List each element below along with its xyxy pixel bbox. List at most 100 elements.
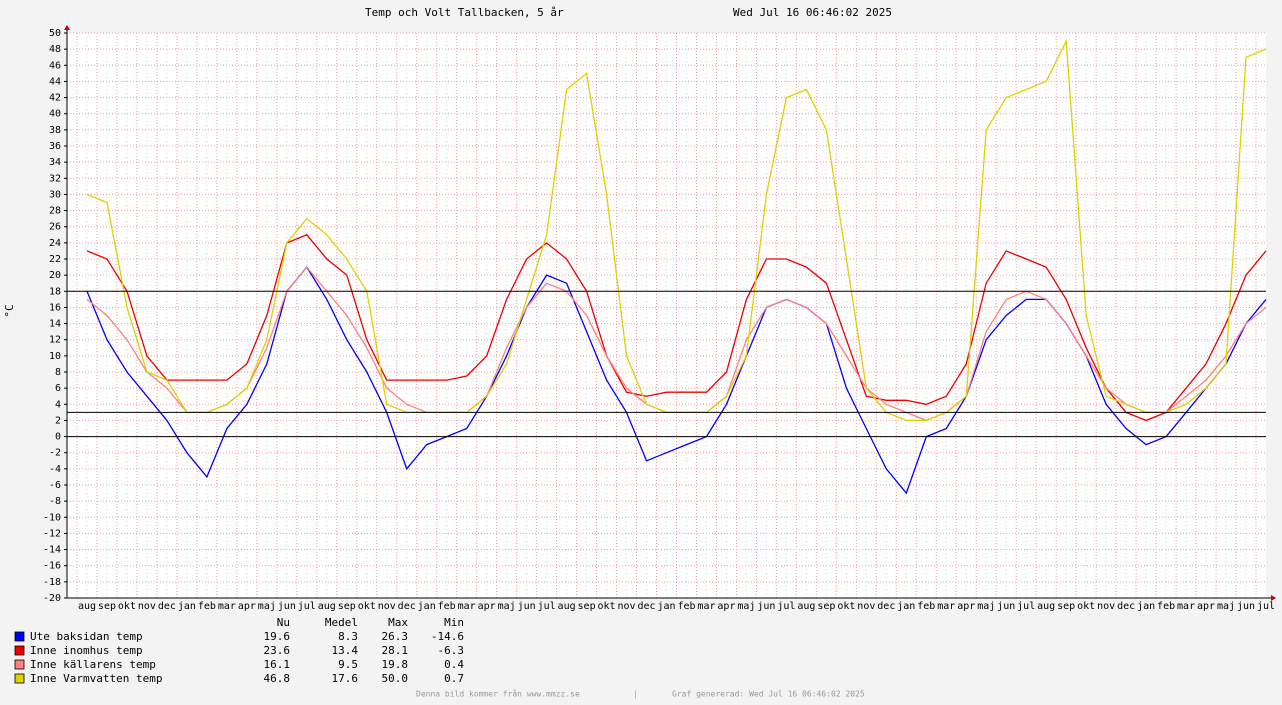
y-tick-label: 40 — [49, 109, 61, 120]
x-tick-label: dec — [398, 601, 416, 612]
footer-text: | — [633, 690, 638, 699]
legend-value: 17.6 — [332, 672, 359, 685]
y-tick-label: 2 — [55, 415, 61, 426]
grid — [66, 32, 1266, 599]
legend-swatch — [14, 631, 25, 642]
y-tick-label: 42 — [49, 93, 61, 104]
x-tick-label: sep — [338, 601, 356, 612]
x-tick-label: nov — [138, 601, 156, 612]
chart-date: Wed Jul 16 06:46:02 2025 — [733, 6, 892, 19]
y-tick-label: -6 — [49, 480, 61, 491]
x-tick-label: dec — [637, 601, 655, 612]
y-tick-label: 32 — [49, 173, 61, 184]
x-tick-label: apr — [1197, 601, 1215, 612]
y-tick-label: -8 — [49, 496, 61, 507]
legend-value: 19.8 — [382, 658, 409, 671]
y-tick-label: 14 — [49, 319, 61, 330]
y-tick-label: 48 — [49, 44, 61, 55]
y-tick-label: -16 — [43, 561, 61, 572]
x-tick-label: jul — [298, 601, 316, 612]
legend: Nu Medel Max Min Ute baksidan temp 19.6 8.3 26.… — [14, 616, 865, 699]
y-tick-label: 18 — [49, 286, 61, 297]
legend-header: Min — [444, 616, 464, 629]
x-tick-label: jan — [178, 601, 196, 612]
x-tick-label: okt — [598, 601, 616, 612]
y-axis-label: °C — [3, 304, 16, 317]
y-tick-label: 20 — [49, 270, 61, 281]
legend-value: 26.3 — [382, 630, 409, 643]
x-tick-label: maj — [737, 601, 755, 612]
x-tick-label: nov — [857, 601, 875, 612]
y-tick-label: 26 — [49, 222, 61, 233]
y-tick-label: 36 — [49, 141, 61, 152]
x-tick-label: nov — [1097, 601, 1115, 612]
y-tick-label: -4 — [49, 464, 61, 475]
legend-value: 19.6 — [264, 630, 291, 643]
x-tick-label: mar — [937, 601, 955, 612]
legend-header: Max — [388, 616, 408, 629]
legend-value: 9.5 — [338, 658, 358, 671]
legend-value: 23.6 — [264, 644, 291, 657]
x-tick-label: okt — [118, 601, 136, 612]
x-tick-label: jul — [777, 601, 795, 612]
legend-label: Inne Varmvatten temp — [30, 672, 162, 685]
legend-swatch — [14, 659, 25, 670]
series-line — [86, 234, 1267, 422]
y-tick-label: -18 — [43, 577, 61, 588]
y-tick-label: 24 — [49, 238, 61, 249]
legend-swatch — [14, 673, 25, 684]
x-tick-label: aug — [318, 601, 336, 612]
legend-value: 8.3 — [338, 630, 358, 643]
y-tick-label: 22 — [49, 254, 61, 265]
x-axis-arrow — [1271, 595, 1276, 601]
x-tick-label: aug — [1037, 601, 1055, 612]
legend-value: -6.3 — [438, 644, 465, 657]
legend-swatch — [14, 645, 25, 656]
y-tick-label: -10 — [43, 512, 61, 523]
legend-label: Inne inomhus temp — [30, 644, 143, 657]
y-axis-arrow — [64, 25, 70, 30]
x-tick-label: sep — [817, 601, 835, 612]
y-tick-label: -12 — [43, 528, 61, 539]
x-tick-label: dec — [158, 601, 176, 612]
x-tick-label: sep — [578, 601, 596, 612]
legend-header: Medel — [325, 616, 358, 629]
x-tick-label: apr — [238, 601, 256, 612]
x-tick-label: jan — [897, 601, 915, 612]
x-tick-label: maj — [1217, 601, 1235, 612]
x-tick-label: feb — [917, 601, 935, 612]
y-tick-label: 0 — [55, 432, 61, 443]
footer-text: Denna bild kommer från www.mmzz.se — [416, 689, 580, 699]
x-tick-label: aug — [797, 601, 815, 612]
x-tick-label: nov — [618, 601, 636, 612]
y-tick-label: 8 — [55, 367, 61, 378]
x-tick-label: jul — [538, 601, 556, 612]
x-tick-label: jun — [997, 601, 1015, 612]
y-tick-label: 50 — [49, 28, 61, 39]
x-tick-label: okt — [358, 601, 376, 612]
y-tick-label: 34 — [49, 157, 61, 168]
y-tick-label: 4 — [55, 399, 61, 410]
y-tick-label: 46 — [49, 60, 61, 71]
x-tick-label: apr — [957, 601, 975, 612]
y-tick-label: 12 — [49, 335, 61, 346]
legend-value: 16.1 — [264, 658, 291, 671]
lines — [67, 38, 1267, 495]
legend-value: -14.6 — [431, 630, 464, 643]
x-tick-label: mar — [218, 601, 236, 612]
x-tick-label: sep — [98, 601, 116, 612]
legend-header: Nu — [277, 616, 290, 629]
x-tick-label: jan — [418, 601, 436, 612]
x-tick-label: mar — [458, 601, 476, 612]
x-tick-label: mar — [697, 601, 715, 612]
legend-value: 0.7 — [444, 672, 464, 685]
footer-text: Graf genererad: Wed Jul 16 06:46:02 2025 — [672, 690, 865, 699]
y-tick-label: 30 — [49, 189, 61, 200]
x-tick-label: apr — [717, 601, 735, 612]
x-tick-label: feb — [677, 601, 695, 612]
x-tick-label: jun — [757, 601, 775, 612]
x-tick-label: jun — [278, 601, 296, 612]
x-tick-label: nov — [378, 601, 396, 612]
x-tick-label: maj — [498, 601, 516, 612]
